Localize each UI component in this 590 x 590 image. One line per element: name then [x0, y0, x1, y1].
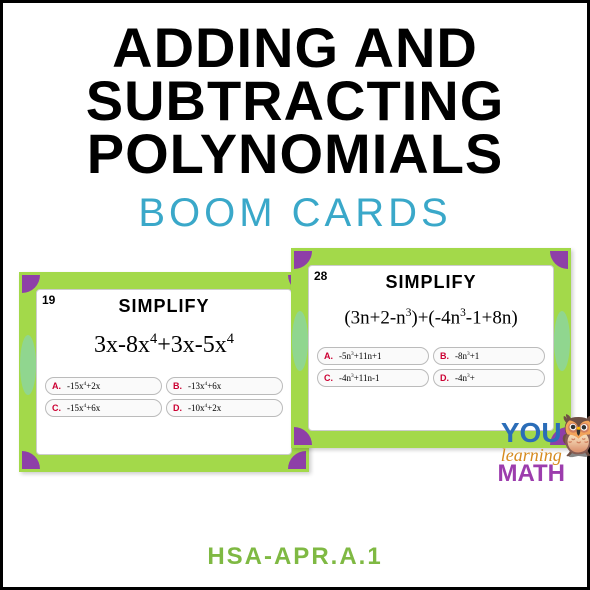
standard-code: HSA-APR.A.1 — [3, 533, 587, 587]
title-block: ADDING AND SUBTRACTING POLYNOMIALS BOOM … — [3, 3, 587, 244]
answer-letter: B. — [173, 381, 182, 391]
answer-letter: C. — [52, 403, 61, 413]
logo-line-3: MATH — [497, 463, 565, 485]
preview-card-19: 19 SIMPLIFY 3x-8x4+3x-5x4 A. -15x4+2x B. -1… — [19, 272, 309, 472]
expression: (3n+2-n3)+(-4n3-1+8n) — [313, 307, 549, 329]
answer-grid: A. -15x4+2x B. -13x4+6x C. -15x4+6x D. -10x4+2x — [45, 377, 283, 417]
answer-choice[interactable]: A. -15x4+2x — [45, 377, 162, 395]
answer-letter: A. — [324, 351, 333, 361]
title-line-3: POLYNOMIALS — [23, 127, 567, 180]
answer-grid: A. -5n3+11n+1 B. -8n3+1 C. -4n3+11n-1 D. -4n3+ — [317, 347, 545, 387]
expression: 3x-8x4+3x-5x4 — [41, 331, 287, 359]
preview-area: 19 SIMPLIFY 3x-8x4+3x-5x4 A. -15x4+2x B. -1… — [3, 244, 587, 533]
card-title: SIMPLIFY — [37, 296, 291, 317]
answer-choice[interactable]: D. -10x4+2x — [166, 399, 283, 417]
product-card: ADDING AND SUBTRACTING POLYNOMIALS BOOM … — [0, 0, 590, 590]
answer-text: -8n3+1 — [455, 351, 479, 361]
answer-choice[interactable]: B. -8n3+1 — [433, 347, 545, 365]
subtitle: BOOM CARDS — [23, 191, 567, 236]
answer-text: -5n3+11n+1 — [339, 351, 382, 361]
card-content: 28 SIMPLIFY (3n+2-n3)+(-4n3-1+8n) A. -5n3… — [308, 265, 554, 431]
answer-letter: B. — [440, 351, 449, 361]
answer-choice[interactable]: C. -15x4+6x — [45, 399, 162, 417]
answer-text: -15x4+2x — [67, 381, 100, 391]
answer-letter: D. — [173, 403, 182, 413]
answer-choice[interactable]: B. -13x4+6x — [166, 377, 283, 395]
answer-text: -15x4+6x — [67, 403, 100, 413]
brand-logo: YOU 🦉 learning MATH — [497, 420, 565, 485]
answer-choice[interactable]: A. -5n3+11n+1 — [317, 347, 429, 365]
answer-letter: D. — [440, 373, 449, 383]
title-line-2: SUBTRACTING — [23, 74, 567, 127]
answer-choice[interactable]: D. -4n3+ — [433, 369, 545, 387]
answer-text: -10x4+2x — [188, 403, 221, 413]
answer-text: -4n3+ — [455, 373, 475, 383]
answer-letter: C. — [324, 373, 333, 383]
card-number: 19 — [42, 293, 55, 307]
answer-text: -4n3+11n-1 — [339, 373, 379, 383]
card-number: 28 — [314, 269, 327, 283]
card-content: 19 SIMPLIFY 3x-8x4+3x-5x4 A. -15x4+2x B. -1… — [36, 289, 292, 455]
logo-line-1: YOU — [501, 417, 562, 448]
card-title: SIMPLIFY — [309, 272, 553, 293]
answer-text: -13x4+6x — [188, 381, 221, 391]
title-line-1: ADDING AND — [23, 21, 567, 74]
answer-letter: A. — [52, 381, 61, 391]
owl-icon: 🦉 — [554, 412, 590, 459]
answer-choice[interactable]: C. -4n3+11n-1 — [317, 369, 429, 387]
